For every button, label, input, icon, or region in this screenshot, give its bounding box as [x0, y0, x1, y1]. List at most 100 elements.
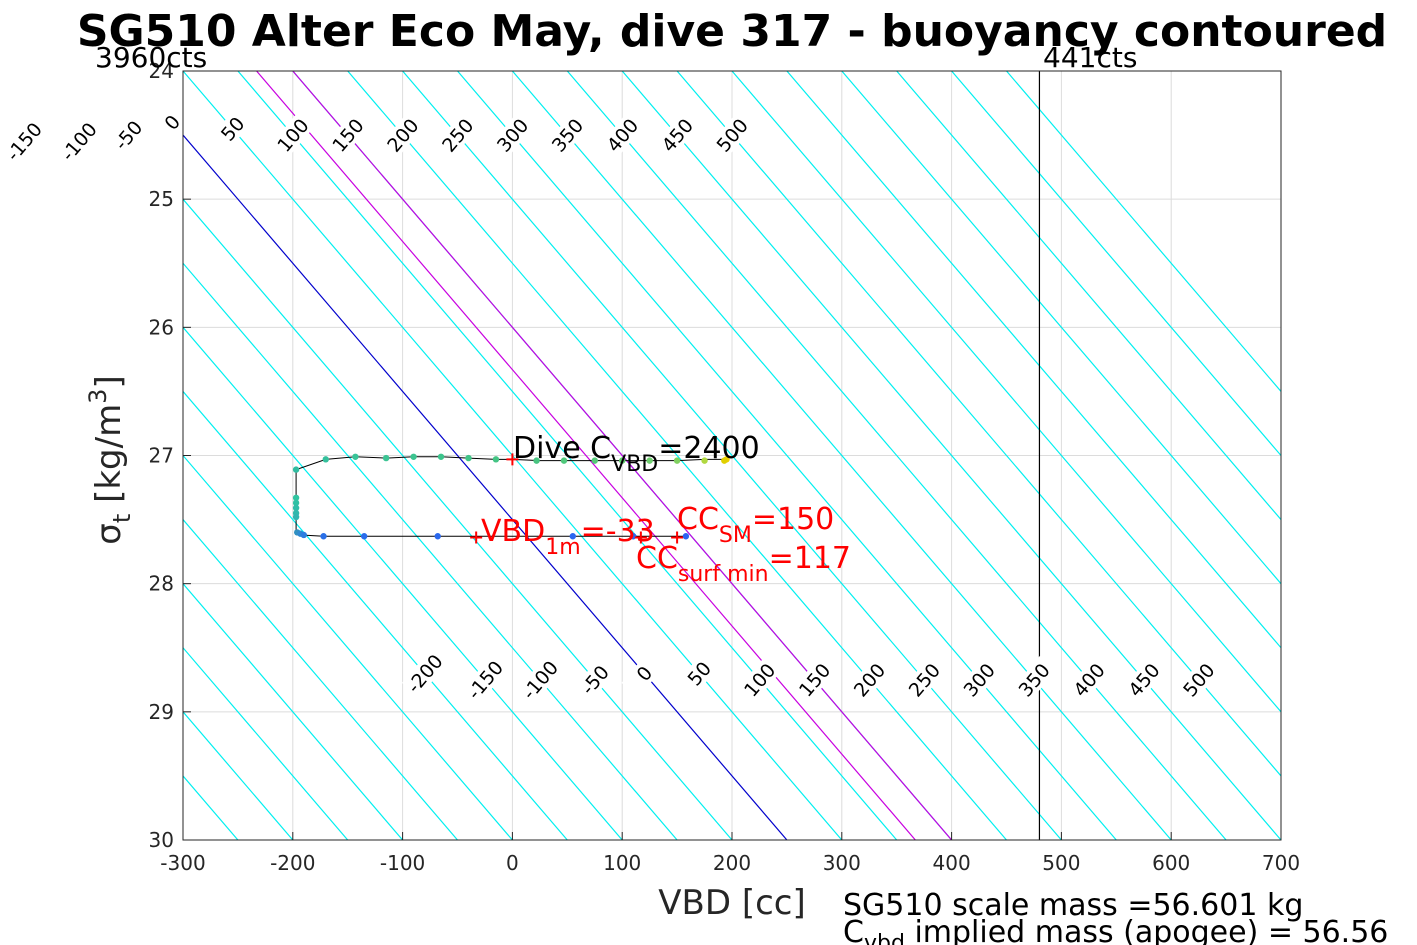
- ccsurf-annotation: CCsurf min=117: [636, 541, 851, 587]
- contour-line-cyan: [566, 71, 1227, 840]
- dive-track-point: [434, 533, 441, 540]
- dive-track-point: [382, 454, 390, 462]
- x-tick-label: 100: [603, 851, 641, 875]
- chart-title: SG510 Alter Eco May, dive 317 - buoyancy…: [77, 6, 1387, 57]
- contour-label-bg: [676, 649, 722, 698]
- dive-track-point: [569, 533, 576, 540]
- y-tick-label: 24: [149, 59, 174, 83]
- contour-label-bg: [1011, 655, 1057, 704]
- contour-line-cyan: [402, 71, 1062, 840]
- contour-label-bg: [621, 649, 667, 698]
- dive-track-point: [292, 494, 300, 501]
- y-ticks: 24 25 26 27 28 29 30: [149, 59, 191, 852]
- x-tick-label: -100: [380, 851, 425, 875]
- contour-label-bg: [956, 655, 1002, 704]
- vbd1m-post: =-33: [581, 514, 655, 549]
- contour-label-bg: [105, 111, 151, 159]
- dive-track-point: [320, 533, 327, 540]
- contour-line-cyan: [183, 326, 623, 840]
- contour-label-bg: [791, 655, 838, 704]
- x-ticks: -300 -200 -100 0 100 200 300 400 500 600 700: [160, 832, 1300, 875]
- cts-left-label: 3960cts: [95, 41, 207, 74]
- markers: [470, 453, 684, 544]
- dive-track-point: [322, 456, 329, 463]
- contour-label-bg: [846, 655, 892, 704]
- dive-track-point: [360, 533, 368, 540]
- ccsm-sub: SM: [719, 523, 752, 548]
- contour-lines: [183, 71, 1281, 840]
- dive-cvbd-sub: VBD: [611, 452, 658, 477]
- dive-track-point: [300, 531, 307, 539]
- ccsurf-post: =117: [769, 541, 851, 576]
- vbd1m-pre: VBD: [481, 514, 545, 549]
- contour-label-bg: [434, 111, 481, 159]
- contour-label: -100: [57, 119, 102, 166]
- dive-track-point: [673, 457, 681, 464]
- dive-track-point: [292, 513, 300, 521]
- y-tick-label: 27: [149, 444, 174, 468]
- dive-track-point: [465, 454, 472, 462]
- contour-line-cyan: [621, 71, 1281, 840]
- contour-line-cyan: [183, 390, 568, 840]
- contour-label-bg: [1121, 655, 1167, 704]
- ccsm-pre: CC: [677, 502, 719, 537]
- dive-track-point: [437, 453, 445, 460]
- dive-track-point: [292, 499, 300, 507]
- dive-track-point: [352, 453, 359, 460]
- contour-label-bg: [572, 655, 618, 704]
- contour-label-bg: [544, 111, 590, 159]
- dive-cvbd-post: =2400: [658, 431, 759, 466]
- contour-line-magenta: [256, 71, 916, 840]
- y-tick-label: 28: [149, 572, 174, 596]
- contour-line-cyan: [1006, 71, 1281, 393]
- plus-marker: [506, 453, 519, 466]
- contour-line-cyan: [183, 262, 678, 840]
- contour-label-bg: [325, 111, 371, 159]
- footer-implied-mass-sub: vbd: [864, 931, 905, 945]
- footer-implied-mass: Cvbd implied mass (apogee) = 56.56: [843, 915, 1388, 945]
- dive-cvbd-annotation: Dive CVBD=2400: [513, 431, 760, 477]
- plus-marker: [470, 531, 483, 544]
- x-tick-label: -200: [270, 851, 315, 875]
- contour-line-cyan: [896, 71, 1281, 521]
- contour-line-cyan: [237, 71, 898, 840]
- ccsurf-pre: CC: [636, 541, 678, 576]
- contour-label-bg: [379, 111, 426, 159]
- ccsm-post: =150: [752, 502, 834, 537]
- contour-line-cyan: [183, 582, 404, 840]
- vbd1m-sub: 1m: [545, 535, 580, 560]
- contour-line-cyan: [183, 198, 733, 840]
- contour-line-magenta: [292, 71, 953, 840]
- dive-track-point: [629, 533, 637, 540]
- contour-line-cyan: [676, 71, 1281, 777]
- contour-label-bg: [209, 104, 256, 153]
- contour-label-bg: [1, 117, 47, 166]
- y-tick-label: 29: [149, 700, 174, 724]
- y-axis-label-close: ]: [89, 375, 129, 388]
- contour-line-cyan: [841, 71, 1281, 585]
- y-axis-label-sup: 3: [84, 389, 112, 404]
- ccsm-annotation: CCSM=150: [677, 502, 834, 548]
- y-tick-label: 25: [149, 187, 174, 211]
- x-tick-label: 300: [823, 851, 861, 875]
- contour-label-bg: [736, 655, 783, 704]
- y-axis-label-symbol: σ: [89, 523, 129, 545]
- y-axis-label: σt [kg/m3]: [84, 375, 136, 544]
- contour-line-cyan: [951, 71, 1281, 457]
- x-tick-label: -300: [160, 851, 205, 875]
- dive-track-point: [721, 457, 728, 464]
- dive-track-point: [533, 457, 540, 464]
- footer-implied-mass-pre: C: [843, 915, 864, 945]
- contour-label-bg: [462, 655, 508, 704]
- x-tick-label: 700: [1262, 851, 1300, 875]
- contour-label-bg: [901, 655, 947, 704]
- contour-line-cyan: [511, 71, 1172, 840]
- ccsurf-sub: surf min: [678, 562, 769, 587]
- x-tick-label: 200: [713, 851, 751, 875]
- dive-track-point: [682, 533, 690, 540]
- contour-label-bg: [654, 111, 700, 159]
- contour-line-cyan: [731, 71, 1281, 713]
- contour-line-zero: [183, 134, 788, 840]
- vbd1m-annotation: VBD1m=-33: [481, 514, 655, 560]
